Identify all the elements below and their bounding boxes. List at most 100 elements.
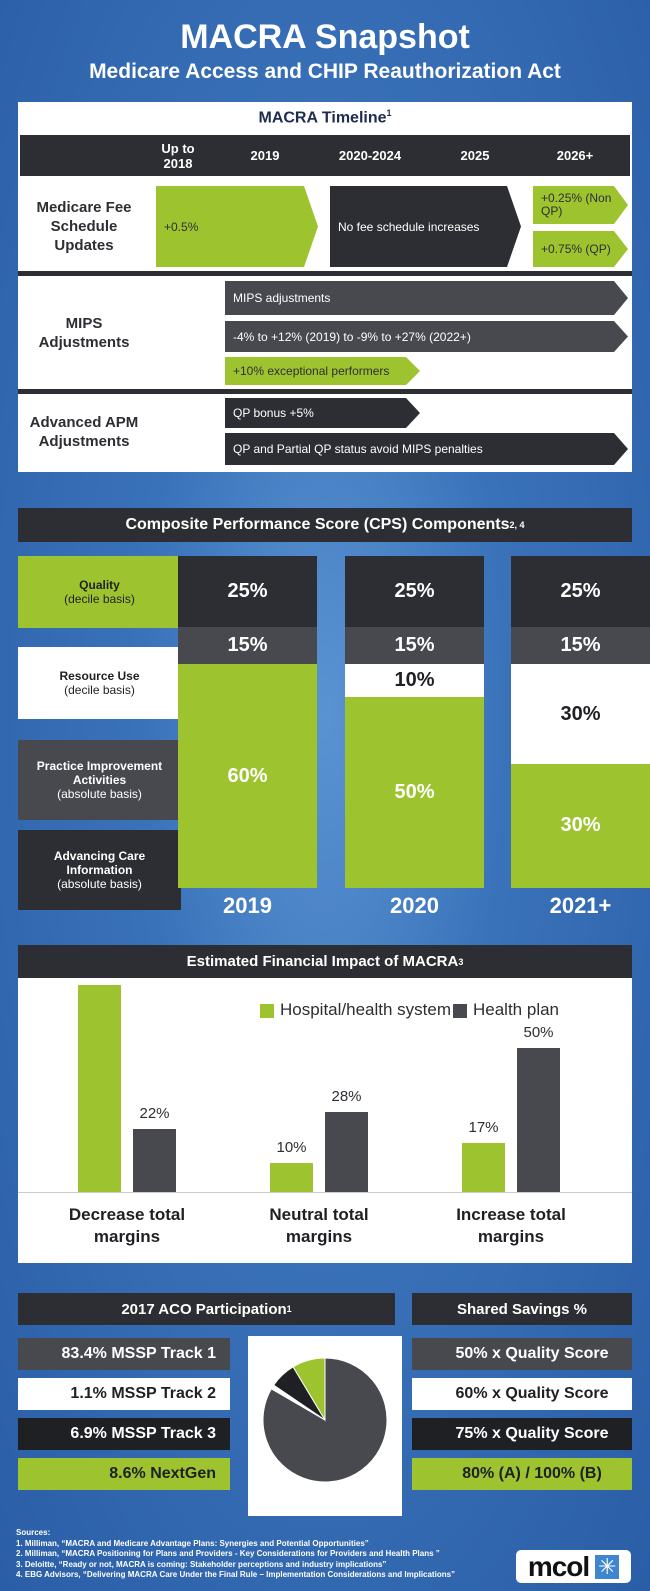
col-2020-2024: 2020-2024 [338, 148, 402, 163]
col-2019: 2019 [250, 148, 280, 163]
aco-pie-chart [262, 1357, 388, 1483]
col-2026: 2026+ [556, 148, 594, 163]
bar-health-plan [517, 1048, 560, 1192]
savings-header: Shared Savings % [412, 1293, 632, 1325]
bar-value-label: 72% [84, 961, 115, 978]
category-label: Decrease total margins [68, 1205, 186, 1246]
cps-year-label: 2020 [390, 893, 439, 918]
savings-row: 75% x Quality Score [412, 1418, 632, 1450]
aco-row: 6.9% MSSP Track 3 [18, 1418, 230, 1450]
page-title: MACRA Snapshot [180, 18, 470, 56]
financial-chart-panel: Hospital/health system Health plan 72% 22… [18, 961, 632, 1263]
aco-title: 2017 ACO Participation [121, 1300, 287, 1318]
cps-segment-pia: 15% [511, 627, 650, 665]
bar-value-label: 28% [331, 1087, 362, 1105]
cps-segment-aci: 25% [345, 556, 484, 628]
cps-segment-aci: 25% [511, 556, 650, 628]
aco-row: 1.1% MSSP Track 2 [18, 1378, 230, 1410]
cps-segment-q: 50% [345, 697, 484, 888]
col-up-to-2018: Up to 2018 [161, 140, 195, 171]
category-label: Increase total margins [456, 1205, 566, 1246]
cps-header: Composite Performance Score (CPS) Compon… [18, 508, 632, 542]
logo-text: mcol [527, 1550, 590, 1582]
fee-arrow-no-increase: No fee schedule increases [330, 186, 521, 267]
apm-arrow-bonus: QP bonus +5% [225, 398, 420, 428]
bar-value-label: 22% [139, 1104, 170, 1122]
bar-value-label: 50% [523, 1024, 554, 1042]
fee-arrow-qp: +0.75% (QP) [533, 231, 628, 267]
bar-value-label: 17% [468, 1119, 499, 1137]
legend-basis: (absolute basis) [57, 787, 142, 801]
footnote-ref: 3 [458, 956, 464, 967]
bar-health-plan [133, 1128, 176, 1192]
x-axis [18, 1192, 632, 1193]
timeline-title: MACRA Timeline1 [18, 108, 632, 127]
source-item: 4. EBG Advisors, “Delivering MACRA Care … [16, 1570, 456, 1579]
source-item: 3. Deloitte, “Ready or not, MACRA is com… [16, 1559, 387, 1569]
footnote-ref: 2, 4 [509, 520, 525, 530]
divider [18, 271, 632, 276]
bar-health-plan [325, 1111, 368, 1192]
legend-name: Practice Improvement Activities [36, 759, 163, 787]
fee-arrow-2018: +0.5% [156, 186, 318, 267]
savings-row: 60% x Quality Score [412, 1378, 632, 1410]
pie-slice [292, 1357, 326, 1422]
cps-year-label: 2021+ [549, 893, 612, 918]
source-item: 1. Milliman, “MACRA and Medicare Advanta… [16, 1538, 369, 1548]
asterisk-icon: ✳ [595, 1554, 620, 1579]
legend-label-hospital: Hospital/health system [280, 1000, 452, 1019]
timeline-header: Up to 2018 2019 2020-2024 2025 2026+ [20, 135, 630, 176]
cps-segment-aci: 25% [178, 556, 317, 628]
row-label-apm: Advanced APM Adjustments [29, 413, 139, 450]
legend-name: Quality [79, 578, 120, 592]
footnote-ref: 1 [286, 1304, 292, 1314]
bar-hospital [270, 1163, 313, 1192]
bar-hospital [462, 1143, 505, 1192]
divider [18, 389, 632, 394]
col-2025: 2025 [460, 148, 490, 163]
cps-title: Composite Performance Score (CPS) Compon… [125, 516, 510, 533]
cps-segment-pia: 15% [178, 627, 317, 665]
aco-row: 83.4% MSSP Track 1 [18, 1338, 230, 1370]
row-label-mips: MIPS Adjustments [38, 315, 130, 351]
aco-pie-panel [248, 1336, 402, 1516]
legend-swatch-health-plan [453, 1004, 467, 1018]
legend-advancing-care: Advancing Care Information (absolute basi… [18, 830, 181, 910]
category-label: Neutral total margins [269, 1205, 369, 1246]
legend-basis: (absolute basis) [57, 877, 142, 891]
cps-year-label: 2019 [223, 893, 272, 918]
mcol-logo: mcol ✳ [516, 1550, 631, 1583]
legend-name: Resource Use [59, 669, 140, 683]
row-label-fee: Medicare Fee Schedule Updates [36, 199, 132, 254]
legend-resource-use: Resource Use (decile basis) [18, 647, 181, 719]
bar-hospital [78, 985, 121, 1192]
source-item: 2. Milliman, “MACRA Positioning for Plan… [16, 1549, 440, 1558]
savings-row: 50% x Quality Score [412, 1338, 632, 1370]
aco-row: 8.6% NextGen [18, 1458, 230, 1490]
cps-segment-q: 60% [178, 664, 317, 888]
sources: Sources: 1. Milliman, “MACRA and Medicar… [16, 1528, 455, 1581]
bar-value-label: 10% [276, 1139, 307, 1157]
apm-arrow-status: QP and Partial QP status avoid MIPS pena… [225, 433, 628, 465]
legend-practice-improvement: Practice Improvement Activities (absolute… [18, 740, 181, 820]
savings-row: 80% (A) / 100% (B) [412, 1458, 632, 1490]
fee-arrow-nonqp: +0.25% (Non QP) [533, 186, 628, 224]
legend-label-health-plan: Health plan [473, 1000, 560, 1019]
cps-segment-ru: 30% [511, 664, 650, 764]
timeline-title-text: MACRA Timeline [258, 109, 387, 127]
sources-heading: Sources: [16, 1528, 51, 1537]
mips-arrow-range: -4% to +12% (2019) to -9% to +27% (2022+… [225, 321, 628, 352]
legend-basis: (decile basis) [64, 592, 135, 606]
cps-segment-pia: 15% [345, 627, 484, 665]
mips-arrow-exceptional: +10% exceptional performers [225, 357, 420, 385]
cps-segment-ru: 10% [345, 664, 484, 698]
chart-title: Estimated Financial Impact of MACRA [186, 953, 459, 970]
legend-quality: Quality (decile basis) [18, 556, 181, 628]
legend-name: Advancing Care Information [53, 849, 146, 877]
legend-swatch-hospital [260, 1004, 274, 1018]
aco-header: 2017 ACO Participation 1 [18, 1293, 395, 1325]
footnote-ref: 1 [386, 108, 392, 118]
legend-basis: (decile basis) [64, 683, 135, 697]
mips-arrow-adjustments: MIPS adjustments [225, 281, 628, 315]
financial-header: Estimated Financial Impact of MACRA 3 [18, 945, 632, 978]
